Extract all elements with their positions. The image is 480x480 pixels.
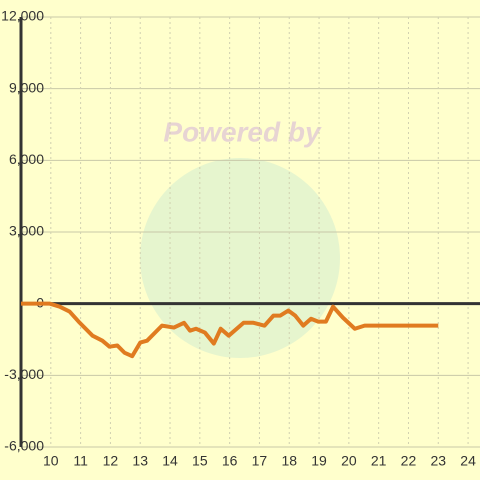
x-tick-label: 17	[252, 453, 268, 469]
y-tick-label: 9,000	[9, 79, 44, 95]
y-tick-label: 12,000	[1, 8, 44, 24]
y-tick-label: -3,000	[4, 366, 44, 382]
x-tick-label: 11	[73, 453, 88, 469]
x-tick-label: 16	[222, 453, 238, 469]
x-tick-label: 24	[460, 453, 476, 469]
x-tick-label: 10	[43, 453, 59, 469]
x-tick-label: 18	[281, 453, 297, 469]
watermark: Powered by	[163, 116, 322, 147]
y-tick-label: 3,000	[9, 223, 44, 239]
x-tick-label: 20	[341, 453, 357, 469]
y-tick-label: 6,000	[9, 151, 44, 167]
x-tick-label: 23	[430, 453, 446, 469]
x-tick-label: 12	[103, 453, 119, 469]
line	[21, 301, 439, 359]
x-tick-label: 14	[162, 453, 178, 469]
y-tick-label: -6,000	[4, 438, 44, 454]
x-tick-label: 15	[192, 453, 208, 469]
x-tick-label: 22	[401, 453, 417, 469]
x-tick-label: 19	[311, 453, 327, 469]
watermark-logo	[140, 158, 340, 358]
x-tick-label: 13	[132, 453, 148, 469]
x-tick-label: 21	[371, 453, 387, 469]
